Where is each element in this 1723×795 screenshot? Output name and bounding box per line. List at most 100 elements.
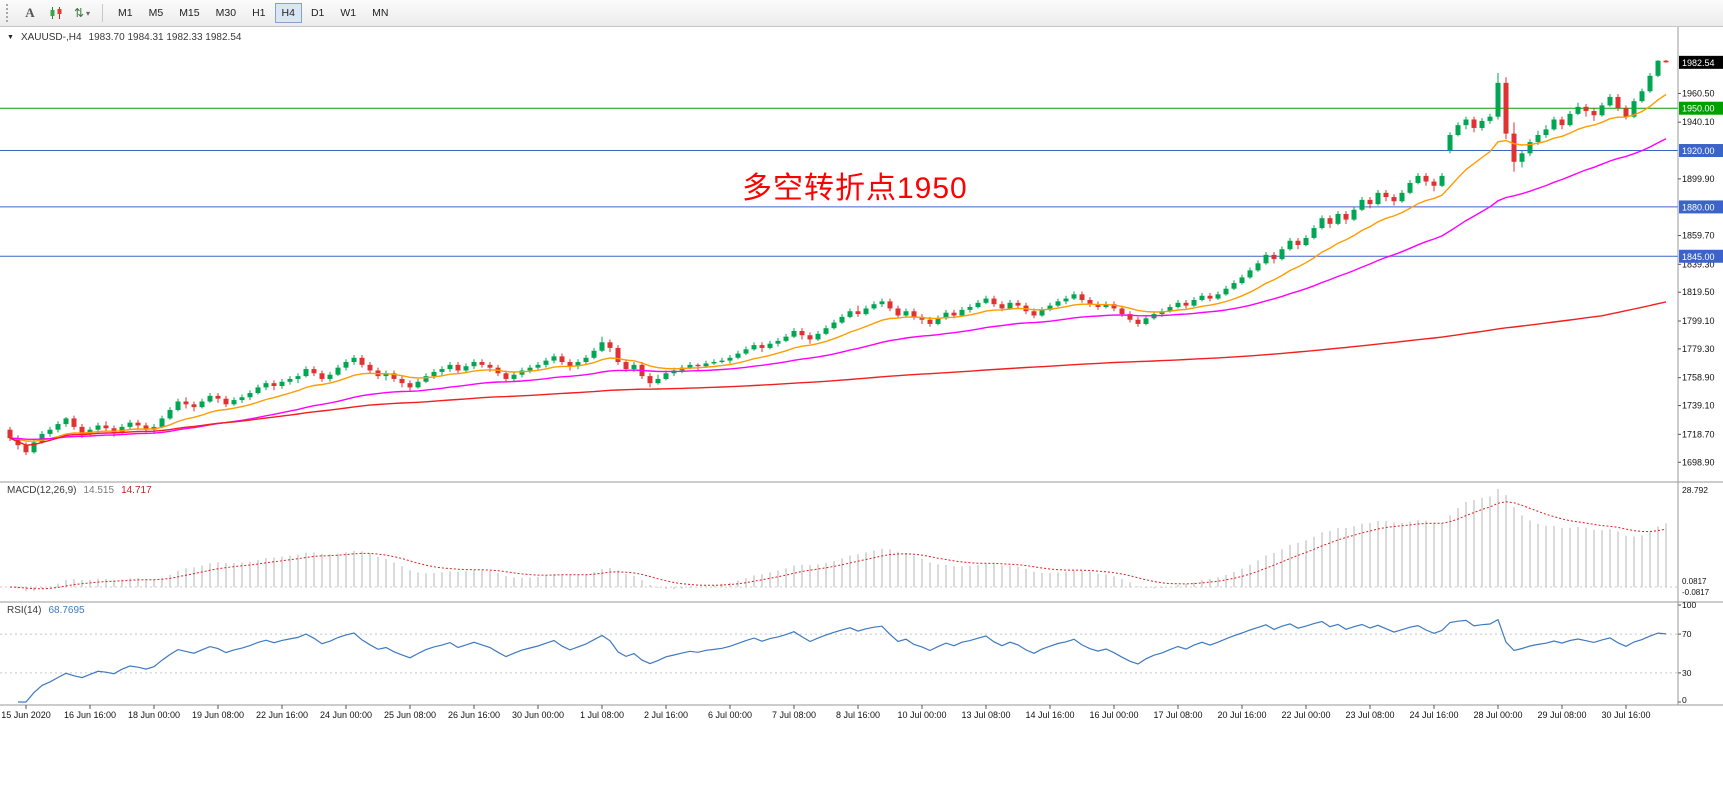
timeframe-d1-button[interactable]: D1	[304, 3, 331, 23]
level-price-tag	[1679, 101, 1723, 115]
time-axis-label: 14 Jul 16:00	[1025, 710, 1074, 720]
timeframe-mn-button[interactable]: MN	[365, 3, 395, 23]
price-axis[interactable]: 1960.50 1940.10 1899.90 1859.70 1839.30 1819.…	[1678, 55, 1723, 467]
macd-indicator: 28.792 0.0817 -0.0817	[0, 485, 1710, 597]
level-price-tag	[1679, 144, 1723, 158]
price-axis-label: 1899.90	[1682, 174, 1715, 184]
time-axis-label: 13 Jul 08:00	[961, 710, 1010, 720]
slow-ma-line	[9, 301, 1667, 446]
level-price-tag-text: 1950.00	[1682, 104, 1715, 114]
rsi-value: 68.7695	[48, 605, 85, 616]
rsi-axis-label: 100	[1682, 600, 1696, 610]
time-axis-label: 18 Jun 00:00	[128, 710, 180, 720]
time-axis-label: 24 Jul 16:00	[1409, 710, 1458, 720]
time-axis-label: 10 Jul 00:00	[897, 710, 946, 720]
dropdown-caret-icon: ▾	[86, 8, 91, 18]
time-axis-label: 6 Jul 00:00	[708, 710, 752, 720]
time-axis-label: 23 Jul 08:00	[1345, 710, 1394, 720]
time-axis[interactable]: 15 Jun 2020 16 Jun 16:00 18 Jun 00:00 19 Ju…	[1, 705, 1651, 720]
price-axis-label: 1940.10	[1682, 117, 1715, 127]
time-axis-label: 8 Jul 16:00	[836, 710, 880, 720]
timeframe-h4-button[interactable]: H4	[274, 3, 302, 23]
symbol-label: XAUUSD-,H4	[20, 32, 82, 43]
price-axis-label: 1960.50	[1682, 88, 1715, 98]
time-axis-label: 25 Jun 08:00	[384, 710, 436, 720]
time-axis-label: 17 Jul 08:00	[1153, 710, 1202, 720]
rsi-axis-label: 0	[1682, 695, 1687, 705]
time-axis-label: 7 Jul 08:00	[772, 710, 816, 720]
macd-axis-label: 28.792	[1682, 485, 1708, 495]
level-price-tag-text: 1845.00	[1682, 252, 1715, 262]
chart-type-button[interactable]	[44, 3, 68, 24]
chart-toolbar: A ⇅ ▾ M1 M5 M15 M30 H1 H4 D1 W1 MN	[0, 0, 1723, 27]
chart-window[interactable]: 28.792 0.0817 -0.0817 100 70 30 0 1960.50 1940.1…	[0, 27, 1723, 795]
time-axis-label: 16 Jun 16:00	[64, 710, 116, 720]
current-price-tag-text: 1982.54	[1682, 58, 1715, 68]
time-axis-label: 22 Jun 16:00	[256, 710, 308, 720]
time-axis-label: 19 Jun 08:00	[192, 710, 244, 720]
horizontal-levels[interactable]	[0, 107, 1678, 257]
timeframe-m15-button[interactable]: M15	[172, 3, 206, 23]
macd-label: MACD(12,26,9) 14.515 14.717	[7, 485, 152, 496]
symbol-ohlc-readout: ▼ XAUUSD-,H4 1983.70 1984.31 1982.33 198…	[7, 32, 241, 43]
level-price-tag-text: 1920.00	[1682, 146, 1715, 156]
timeframe-w1-button[interactable]: W1	[333, 3, 363, 23]
time-axis-label: 2 Jul 16:00	[644, 710, 688, 720]
fast-ma-line	[9, 93, 1667, 442]
macd-title: MACD(12,26,9)	[7, 485, 77, 496]
candlestick-chart-icon	[50, 7, 62, 19]
objects-dropdown-button[interactable]: ⇅ ▾	[70, 3, 94, 24]
time-axis-label: 15 Jun 2020	[1, 710, 51, 720]
price-axis-label: 1698.90	[1682, 457, 1715, 467]
text-tool-icon: A	[25, 5, 35, 20]
chart-annotation-text[interactable]: 多空转折点1950	[742, 172, 968, 205]
chart-canvas[interactable]: 28.792 0.0817 -0.0817 100 70 30 0 1960.50 1940.1…	[0, 27, 1723, 768]
time-axis-label: 30 Jul 16:00	[1601, 710, 1650, 720]
rsi-axis-label: 70	[1682, 629, 1692, 639]
price-axis-label: 1758.90	[1682, 373, 1715, 383]
panel-separators	[0, 27, 1723, 706]
time-axis-label: 28 Jul 00:00	[1473, 710, 1522, 720]
moving-averages	[9, 93, 1667, 446]
time-axis-label: 26 Jun 16:00	[448, 710, 500, 720]
ohlc-values: 1983.70 1984.31 1982.33 1982.54	[88, 32, 242, 43]
price-axis-label: 1819.50	[1682, 287, 1715, 297]
mid-ma-line	[9, 138, 1667, 441]
current-price-tag	[1679, 55, 1723, 69]
macd-axis-label: 0.0817	[1682, 577, 1707, 586]
macd-value-signal: 14.717	[121, 485, 152, 496]
time-axis-label: 30 Jun 00:00	[512, 710, 564, 720]
timeframe-m1-button[interactable]: M1	[111, 3, 140, 23]
macd-value-main: 14.515	[83, 485, 115, 496]
candlesticks	[7, 59, 1669, 456]
price-axis-label: 1799.10	[1682, 316, 1715, 326]
arrows-icon: ⇅	[73, 6, 85, 20]
timeframe-h1-button[interactable]: H1	[245, 3, 272, 23]
text-tool-button[interactable]: A	[18, 3, 42, 24]
time-axis-label: 22 Jul 00:00	[1281, 710, 1330, 720]
price-axis-label: 1859.70	[1682, 231, 1715, 241]
time-axis-label: 24 Jun 00:00	[320, 710, 372, 720]
symbol-dropdown-icon[interactable]: ▼	[7, 34, 14, 41]
timeframe-m30-button[interactable]: M30	[209, 3, 243, 23]
timeframe-m5-button[interactable]: M5	[142, 3, 171, 23]
time-axis-label: 1 Jul 08:00	[580, 710, 624, 720]
level-price-tag-text: 1880.00	[1682, 202, 1715, 212]
price-axis-label: 1739.10	[1682, 401, 1715, 411]
rsi-label: RSI(14) 68.7695	[7, 605, 85, 616]
rsi-axis-label: 30	[1682, 668, 1692, 678]
level-price-tag	[1679, 249, 1723, 263]
level-price-tag	[1679, 200, 1723, 214]
toolbar-separator	[102, 4, 103, 22]
rsi-indicator: 100 70 30 0	[0, 600, 1696, 705]
time-axis-label: 16 Jul 00:00	[1089, 710, 1138, 720]
price-axis-label: 1718.70	[1682, 429, 1715, 439]
macd-axis-label: -0.0817	[1682, 588, 1710, 597]
rsi-title: RSI(14)	[7, 605, 42, 616]
macd-signal-line	[9, 501, 1667, 590]
rsi-line	[18, 618, 1667, 703]
toolbar-grip-handle[interactable]	[6, 4, 10, 22]
time-axis-label: 29 Jul 08:00	[1537, 710, 1586, 720]
price-axis-label: 1779.30	[1682, 344, 1715, 354]
